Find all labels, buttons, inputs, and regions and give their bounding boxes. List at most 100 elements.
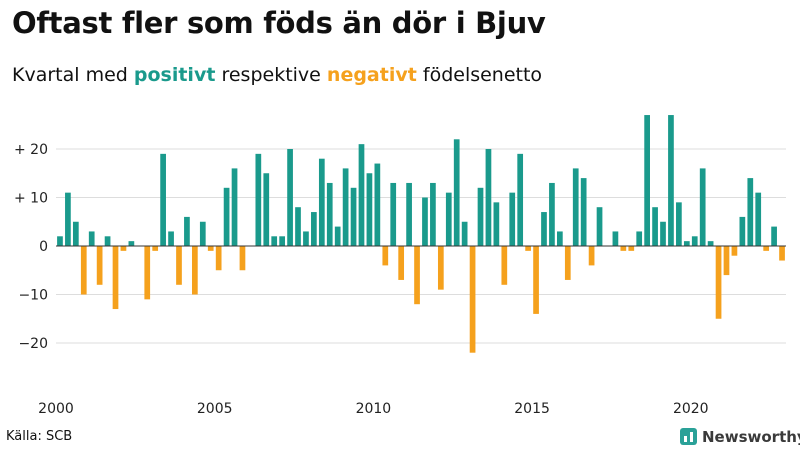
brand-name: Newsworthy <box>702 428 800 446</box>
newsworthy-logo-icon <box>680 428 697 445</box>
bar <box>382 246 389 266</box>
bar <box>65 192 71 246</box>
subtitle-negative-word: negativt <box>326 64 417 86</box>
bar <box>80 246 87 295</box>
chart-subtitle: Kvartal med positivt respektive negativt… <box>12 64 542 86</box>
bar <box>691 236 698 246</box>
bar <box>747 178 754 246</box>
bar <box>72 221 79 246</box>
bar <box>580 178 587 246</box>
subtitle-positive-word: positivt <box>133 64 216 86</box>
bar <box>239 246 246 271</box>
bar <box>422 197 428 246</box>
bar <box>596 207 603 246</box>
bar <box>572 168 579 246</box>
y-tick-label: + 10 <box>14 191 48 207</box>
bar <box>334 226 341 246</box>
bar <box>144 246 151 300</box>
bar <box>493 202 500 246</box>
bar <box>437 246 444 290</box>
bar <box>699 168 706 246</box>
bar <box>652 207 658 246</box>
bar <box>96 246 103 285</box>
bar <box>287 149 293 246</box>
bar <box>176 246 182 285</box>
bar <box>620 246 627 251</box>
bar <box>223 187 230 246</box>
bar <box>660 221 666 246</box>
bar <box>541 212 547 246</box>
bar <box>564 246 571 280</box>
bar <box>533 246 539 314</box>
bar <box>414 246 420 305</box>
bar <box>644 115 650 246</box>
bar <box>676 202 682 246</box>
bar <box>683 241 690 246</box>
chart-title: Oftast fler som föds än dör i Bjuv <box>12 6 546 40</box>
bar <box>160 153 166 246</box>
bar <box>469 246 476 353</box>
bar <box>342 168 349 246</box>
y-tick-label: −10 <box>18 288 48 304</box>
bar <box>263 173 270 246</box>
subtitle-text-end: födelsenetto <box>422 64 543 86</box>
bar <box>430 182 436 246</box>
bar <box>88 231 95 246</box>
x-tick-label: 2005 <box>197 401 233 417</box>
bar <box>120 246 127 251</box>
x-tick-label: 2000 <box>38 401 74 417</box>
bar <box>279 236 285 246</box>
bar <box>549 182 555 246</box>
bar <box>104 236 111 246</box>
bar <box>168 231 174 246</box>
bar <box>771 226 777 246</box>
bar <box>461 221 468 246</box>
bar <box>445 192 452 246</box>
bar <box>398 246 405 280</box>
bar <box>723 246 730 276</box>
source-note: Källa: SCB <box>6 429 73 444</box>
bar <box>509 192 516 246</box>
bar <box>318 158 325 246</box>
bar <box>628 246 635 251</box>
bar <box>326 182 333 246</box>
bar <box>271 236 278 246</box>
bar <box>612 231 619 246</box>
subtitle-text-middle: respektive <box>221 64 321 86</box>
bar <box>184 216 190 246</box>
bar <box>763 246 770 251</box>
bar <box>636 231 643 246</box>
bar <box>374 163 381 246</box>
bar <box>207 246 214 251</box>
bar <box>358 144 365 246</box>
bar <box>231 168 238 246</box>
bar <box>406 182 412 246</box>
y-tick-label: + 20 <box>14 142 48 158</box>
bar <box>366 173 373 246</box>
bar <box>485 149 492 246</box>
bar <box>477 187 484 246</box>
bar <box>390 182 397 246</box>
x-tick-label: 2020 <box>673 401 709 417</box>
bar <box>295 207 301 246</box>
bar <box>501 246 508 285</box>
bar <box>557 231 563 246</box>
bar <box>152 246 159 251</box>
bar <box>739 216 746 246</box>
bar <box>715 246 722 319</box>
y-tick-label: −20 <box>18 336 48 352</box>
bar <box>779 246 785 261</box>
bar <box>128 241 135 246</box>
bar <box>311 212 317 246</box>
bar <box>517 153 524 246</box>
bar <box>588 246 595 266</box>
bar <box>303 231 309 246</box>
bar <box>192 246 198 295</box>
bar <box>255 153 262 246</box>
bar <box>755 192 762 246</box>
y-tick-label: 0 <box>39 239 48 255</box>
x-tick-label: 2010 <box>356 401 392 417</box>
bar <box>350 187 357 246</box>
x-tick-label: 2015 <box>514 401 550 417</box>
